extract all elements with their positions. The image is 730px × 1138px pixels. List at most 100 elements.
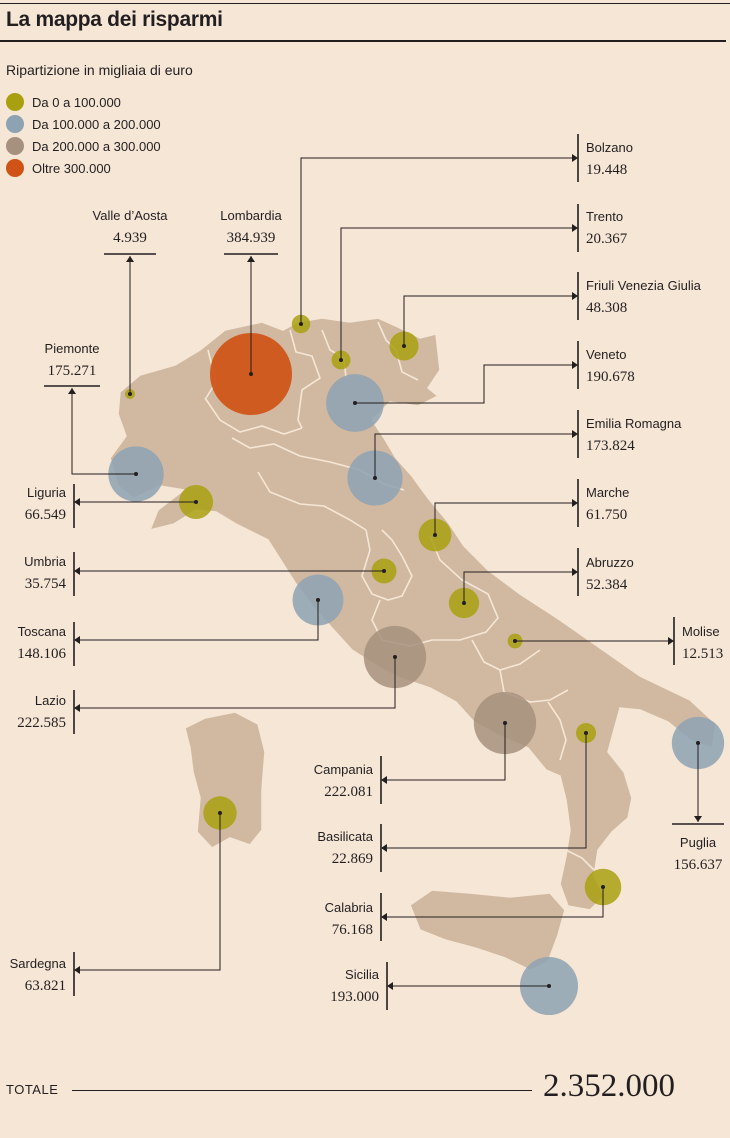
center-dot-sardegna [218,811,222,815]
leader-toscana [74,600,319,641]
chart-title: La mappa dei risparmi [6,8,223,31]
center-dot-lombardia [249,372,253,376]
top-rule [0,3,730,4]
center-dot-trento [339,358,343,362]
region-name-valle-d-aosta: Valle d’Aosta [93,208,169,223]
region-value-lombardia: 384.939 [227,230,276,246]
center-dot-toscana [316,598,320,602]
leader-layer [44,134,724,1010]
total-rule [72,1090,532,1091]
legend-label: Oltre 300.000 [32,160,111,176]
center-dot-liguria [194,500,198,504]
center-dot-calabria [601,885,605,889]
center-dot-valle-d-aosta [128,392,132,396]
legend-dot-icon [6,93,24,111]
leader-marche [434,502,578,535]
label-layer: Valle d’Aosta 4.939 Lombardia 384.939 Piemon… [10,140,724,1005]
arrow-umbria [74,567,80,575]
region-name-toscana: Toscana [18,624,67,639]
region-value-umbria: 35.754 [25,576,67,592]
legend-item-0: Da 0 a 100.000 [6,92,121,112]
center-dot-emilia-romagna [373,476,377,480]
arrow-liguria [74,498,80,506]
chart-subtitle: Ripartizione in migliaia di euro [6,62,193,78]
center-dot-marche [433,533,437,537]
arrow-veneto [572,361,578,369]
region-name-trento: Trento [586,209,623,224]
region-name-piemonte: Piemonte [45,341,100,356]
region-value-puglia: 156.637 [674,857,723,873]
region-value-emilia-romagna: 173.824 [586,438,635,454]
region-value-abruzzo: 52.384 [586,577,628,593]
center-dot-friuli-venezia-giulia [402,344,406,348]
leader-piemonte [71,388,136,475]
legend-item-2: Da 200.000 a 300.000 [6,136,161,156]
region-name-veneto: Veneto [586,347,627,362]
sicily-shape [409,889,566,971]
region-name-molise: Molise [682,624,720,639]
region-value-valle-d-aosta: 4.939 [113,230,147,246]
region-value-liguria: 66.549 [25,507,66,523]
region-name-lombardia: Lombardia [220,208,282,223]
leader-trento [340,227,578,360]
region-value-campania: 222.081 [324,784,373,800]
center-dot-molise [513,639,517,643]
legend-label: Da 100.000 a 200.000 [32,116,161,132]
region-value-basilicata: 22.869 [332,851,373,867]
region-name-bolzano: Bolzano [586,140,633,155]
legend-item-1: Da 100.000 a 200.000 [6,114,161,134]
center-dot-basilicata [584,731,588,735]
region-value-toscana: 148.106 [17,646,66,662]
center-dot-umbria [382,569,386,573]
region-name-lazio: Lazio [35,693,66,708]
center-dot-sicilia [547,984,551,988]
region-name-liguria: Liguria [27,485,67,500]
leader-emilia-romagna [374,433,578,478]
leader-friuli-venezia-giulia [403,295,578,346]
leader-sardegna [74,813,221,971]
region-value-sardegna: 63.821 [25,978,66,994]
region-name-puglia: Puglia [680,835,717,850]
center-dot-veneto [353,401,357,405]
region-value-molise: 12.513 [682,646,723,662]
leader-abruzzo [463,571,578,603]
region-name-campania: Campania [314,762,374,777]
arrow-friuli-venezia-giulia [572,292,578,300]
center-dot-puglia [696,741,700,745]
center-dot-bolzano [299,322,303,326]
arrow-trento [572,224,578,232]
title-rule [0,40,726,42]
arrow-campania [381,776,387,784]
legend-dot-icon [6,159,24,177]
region-name-sicilia: Sicilia [345,967,380,982]
region-name-calabria: Calabria [325,900,374,915]
center-dot-piemonte [134,472,138,476]
legend-label: Da 200.000 a 300.000 [32,138,161,154]
arrow-calabria [381,913,387,921]
center-dot-abruzzo [462,601,466,605]
region-value-trento: 20.367 [586,231,628,247]
leader-calabria [381,887,604,918]
arrow-abruzzo [572,568,578,576]
region-value-friuli-venezia-giulia: 48.308 [586,300,627,316]
mainland-shape [109,317,717,911]
arrow-basilicata [381,844,387,852]
region-name-emilia-romagna: Emilia Romagna [586,416,682,431]
total-label: TOTALE [6,1082,59,1097]
arrow-piemonte [68,388,76,394]
arrow-sardegna [74,966,80,974]
legend-item-3: Oltre 300.000 [6,158,111,178]
region-value-piemonte: 175.271 [48,363,97,379]
legend-label: Da 0 a 100.000 [32,94,121,110]
arrow-lombardia [247,256,255,262]
region-name-sardegna: Sardegna [10,956,67,971]
region-name-friuli-venezia-giulia: Friuli Venezia Giulia [586,278,702,293]
leader-campania [381,723,506,781]
legend-dot-icon [6,137,24,155]
leader-lazio [74,657,396,709]
region-name-umbria: Umbria [24,554,67,569]
region-value-marche: 61.750 [586,507,627,523]
arrow-sicilia [387,982,393,990]
leader-bolzano [300,157,578,324]
region-name-abruzzo: Abruzzo [586,555,634,570]
